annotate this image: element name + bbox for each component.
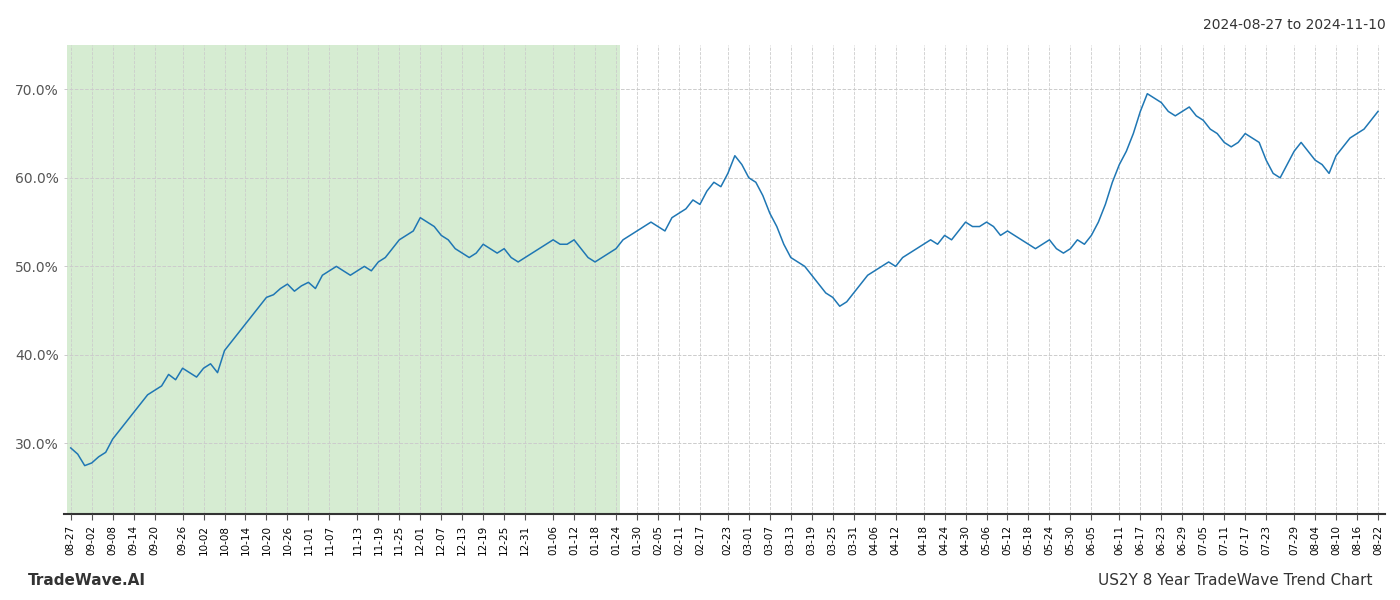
Text: 2024-08-27 to 2024-11-10: 2024-08-27 to 2024-11-10 bbox=[1203, 18, 1386, 32]
Text: US2Y 8 Year TradeWave Trend Chart: US2Y 8 Year TradeWave Trend Chart bbox=[1098, 573, 1372, 588]
Text: TradeWave.AI: TradeWave.AI bbox=[28, 573, 146, 588]
Bar bbox=[67, 45, 620, 514]
